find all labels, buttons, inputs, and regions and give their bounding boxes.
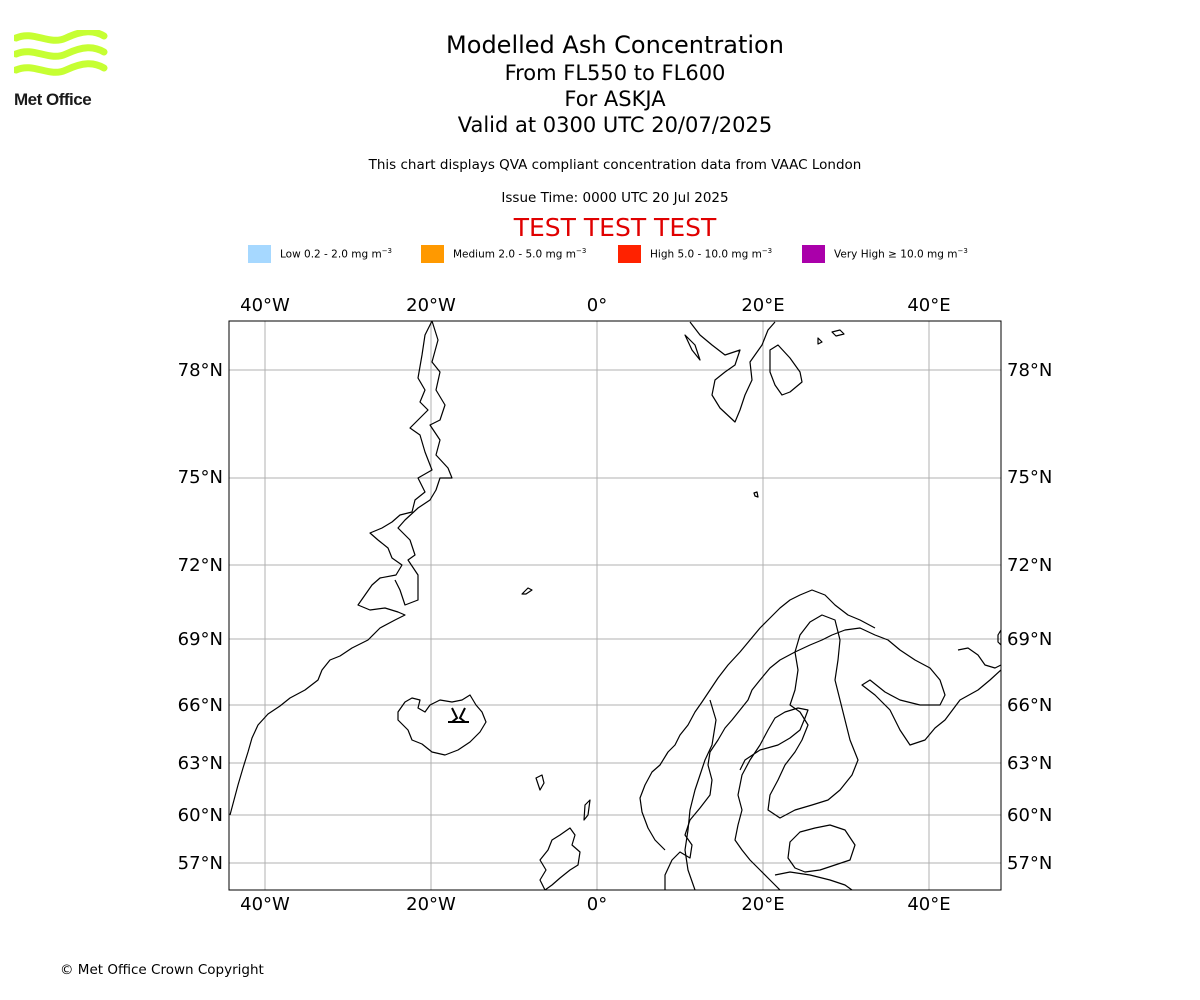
lat-tick-right-60n: 60°N [1007, 805, 1052, 826]
lat-tick-right-57n: 57°N [1007, 853, 1052, 874]
lat-tick-left-57n: 57°N [178, 853, 223, 874]
lon-tick-top-0: 0° [587, 295, 607, 316]
shetland-scotland [539, 799, 591, 890]
legend-item-very-high: Very High ≥ 10.0 mg m−3 [802, 244, 968, 264]
lat-tick-left-78n: 78°N [178, 360, 223, 381]
legend-item-low: Low 0.2 - 2.0 mg m−3 [248, 244, 392, 264]
iceland [397, 694, 487, 756]
sweden-finland-border [767, 614, 859, 819]
lon-tick-bottom-0: 0° [587, 894, 607, 915]
met-office-waves-icon [14, 30, 108, 76]
baltic-coast [684, 699, 809, 890]
greenland-east-coast [229, 321, 433, 816]
lat-tick-right-72n: 72°N [1007, 555, 1052, 576]
lon-tick-bottom-20e: 20°E [741, 894, 784, 915]
kola-russia [957, 629, 1001, 669]
lon-tick-top-40w: 40°W [240, 295, 290, 316]
legend-swatch-very-high [802, 245, 825, 263]
norway-fjords [639, 589, 876, 851]
lon-tick-top-20e: 20°E [741, 295, 784, 316]
valid-time: Valid at 0300 UTC 20/07/2025 [457, 113, 773, 137]
greenland-fjords [394, 321, 453, 606]
volcano-icon[interactable] [448, 707, 469, 723]
lon-tick-bottom-20w: 20°W [406, 894, 456, 915]
issue-time: Issue Time: 0000 UTC 20 Jul 2025 [501, 190, 729, 206]
coastlines [229, 321, 1001, 890]
test-banner: TEST TEST TEST [513, 213, 717, 242]
legend-item-medium: Medium 2.0 - 5.0 mg m−3 [421, 244, 586, 264]
lat-tick-right-78n: 78°N [1007, 360, 1052, 381]
lon-tick-top-40e: 40°E [907, 295, 950, 316]
lat-tick-left-69n: 69°N [178, 629, 223, 650]
legend-label-low: Low 0.2 - 2.0 mg m−3 [280, 247, 393, 261]
map-frame [228, 320, 1002, 891]
jan-mayen [521, 587, 533, 595]
norway-coast [664, 627, 1001, 890]
lat-tick-right-75n: 75°N [1007, 467, 1052, 488]
chart-description: This chart displays QVA compliant concen… [368, 157, 862, 173]
lat-tick-left-66n: 66°N [178, 695, 223, 716]
lat-tick-left-75n: 75°N [178, 467, 223, 488]
copyright-notice: © Met Office Crown Copyright [60, 962, 264, 978]
chart-titles: Modelled Ash Concentration From FL550 to… [300, 30, 930, 138]
legend-label-high: High 5.0 - 10.0 mg m−3 [650, 247, 773, 261]
svalbard [684, 321, 845, 423]
legend-swatch-medium [421, 245, 444, 263]
gridlines [229, 321, 1001, 890]
legend-swatch-high [618, 245, 641, 263]
bear-island [753, 491, 759, 498]
lat-tick-left-60n: 60°N [178, 805, 223, 826]
legend-label-medium: Medium 2.0 - 5.0 mg m−3 [453, 247, 587, 261]
lat-ticks-right: 78°N 75°N 72°N 69°N 66°N 63°N 60°N 57°N [1007, 360, 1052, 874]
lat-tick-left-72n: 72°N [178, 555, 223, 576]
lat-tick-right-69n: 69°N [1007, 629, 1052, 650]
met-office-logo: Met Office [14, 30, 109, 112]
page-title: Modelled Ash Concentration [446, 31, 784, 59]
logo-text: Met Office [14, 90, 92, 109]
lon-ticks-top: 40°W 20°W 0° 20°E 40°E [240, 295, 950, 316]
legend-item-high: High 5.0 - 10.0 mg m−3 [618, 244, 772, 264]
lat-ticks-left: 78°N 75°N 72°N 69°N 66°N 63°N 60°N 57°N [178, 360, 223, 874]
lat-tick-right-66n: 66°N [1007, 695, 1052, 716]
legend-label-very-high: Very High ≥ 10.0 mg m−3 [834, 247, 968, 261]
legend-swatch-low [248, 245, 271, 263]
legend: Low 0.2 - 2.0 mg m−3 Medium 2.0 - 5.0 mg… [0, 244, 1200, 264]
lat-tick-left-63n: 63°N [178, 753, 223, 774]
volcano-name: For ASKJA [564, 87, 666, 111]
faroe-islands [535, 774, 545, 791]
lon-tick-top-20w: 20°W [406, 295, 456, 316]
flight-level-range: From FL550 to FL600 [504, 61, 726, 85]
lon-tick-bottom-40e: 40°E [907, 894, 950, 915]
lon-tick-bottom-40w: 40°W [240, 894, 290, 915]
lon-ticks-bottom: 40°W 20°W 0° 20°E 40°E [240, 894, 950, 915]
estonia-latvia [774, 824, 856, 890]
lat-tick-right-63n: 63°N [1007, 753, 1052, 774]
